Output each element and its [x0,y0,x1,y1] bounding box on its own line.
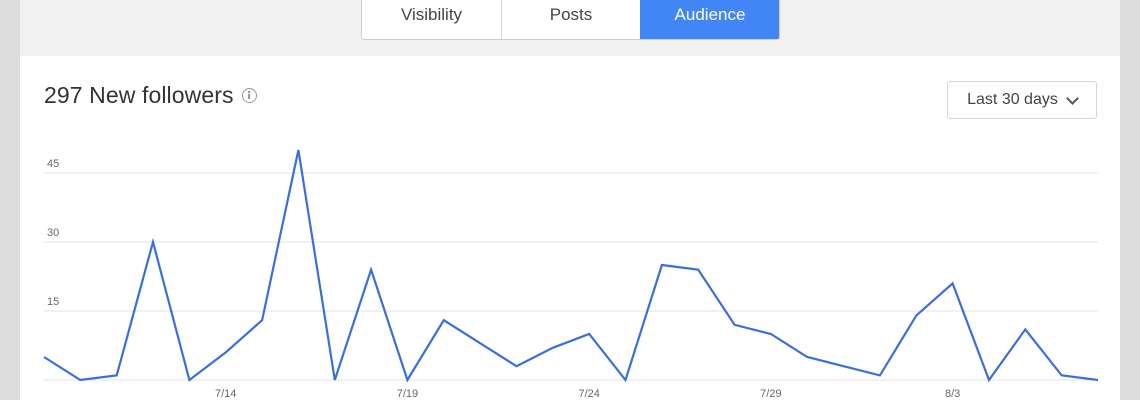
data-point[interactable] [768,331,774,337]
data-point[interactable] [150,239,156,245]
data-point[interactable] [804,354,810,360]
data-point[interactable] [114,372,120,378]
data-point[interactable] [41,354,47,360]
data-point[interactable] [477,340,483,346]
y-tick-label: 30 [47,227,59,239]
data-point[interactable] [623,377,629,383]
series-line [43,149,1099,383]
data-point[interactable] [841,363,847,369]
data-point[interactable] [550,345,556,351]
data-point[interactable] [404,377,410,383]
x-tick-label: 7/29 [760,388,781,400]
x-tick-label: 7/14 [215,388,236,400]
data-point[interactable] [295,147,301,153]
data-point[interactable] [913,313,919,319]
x-tick-label: 7/19 [397,388,418,400]
followers-line-chart: 15 30 45 7/14 7/19 7/24 7/29 8/3 [41,147,1101,400]
page-title: 297 New followers [44,82,234,108]
data-point[interactable] [186,377,192,383]
data-point[interactable] [732,322,738,328]
data-point[interactable] [223,349,229,355]
tab-audience[interactable]: Audience [640,0,779,39]
followers-card: 297 New followers Last 30 days 15 30 45 7/1… [20,56,1120,400]
data-point[interactable] [259,317,265,323]
info-icon[interactable] [241,88,257,103]
date-range-select[interactable]: Last 30 days [947,81,1097,119]
data-point[interactable] [877,372,883,378]
data-point[interactable] [659,262,665,268]
data-point[interactable] [1059,372,1065,378]
data-point[interactable] [77,377,83,383]
data-point[interactable] [513,363,519,369]
data-point[interactable] [368,267,374,273]
tab-visibility[interactable]: Visibility [400,5,463,24]
chevron-down-icon [1065,91,1079,105]
data-point[interactable] [986,377,992,383]
x-tick-label: 8/3 [945,388,960,400]
data-point[interactable] [441,317,447,323]
date-range-value: Last 30 days [967,91,1058,108]
data-point[interactable] [695,267,701,273]
data-point[interactable] [950,280,956,286]
data-point[interactable] [1022,326,1028,332]
y-tick-label: 45 [47,158,59,170]
data-point[interactable] [332,377,338,383]
data-point[interactable] [1095,377,1101,383]
tab-posts[interactable]: Posts [501,0,640,39]
data-point[interactable] [586,331,592,337]
section-tabs: Visibility Posts Audience [361,0,780,40]
y-tick-label: 15 [47,296,59,308]
card-header: 297 New followers [44,82,257,109]
x-tick-label: 7/24 [578,388,599,400]
